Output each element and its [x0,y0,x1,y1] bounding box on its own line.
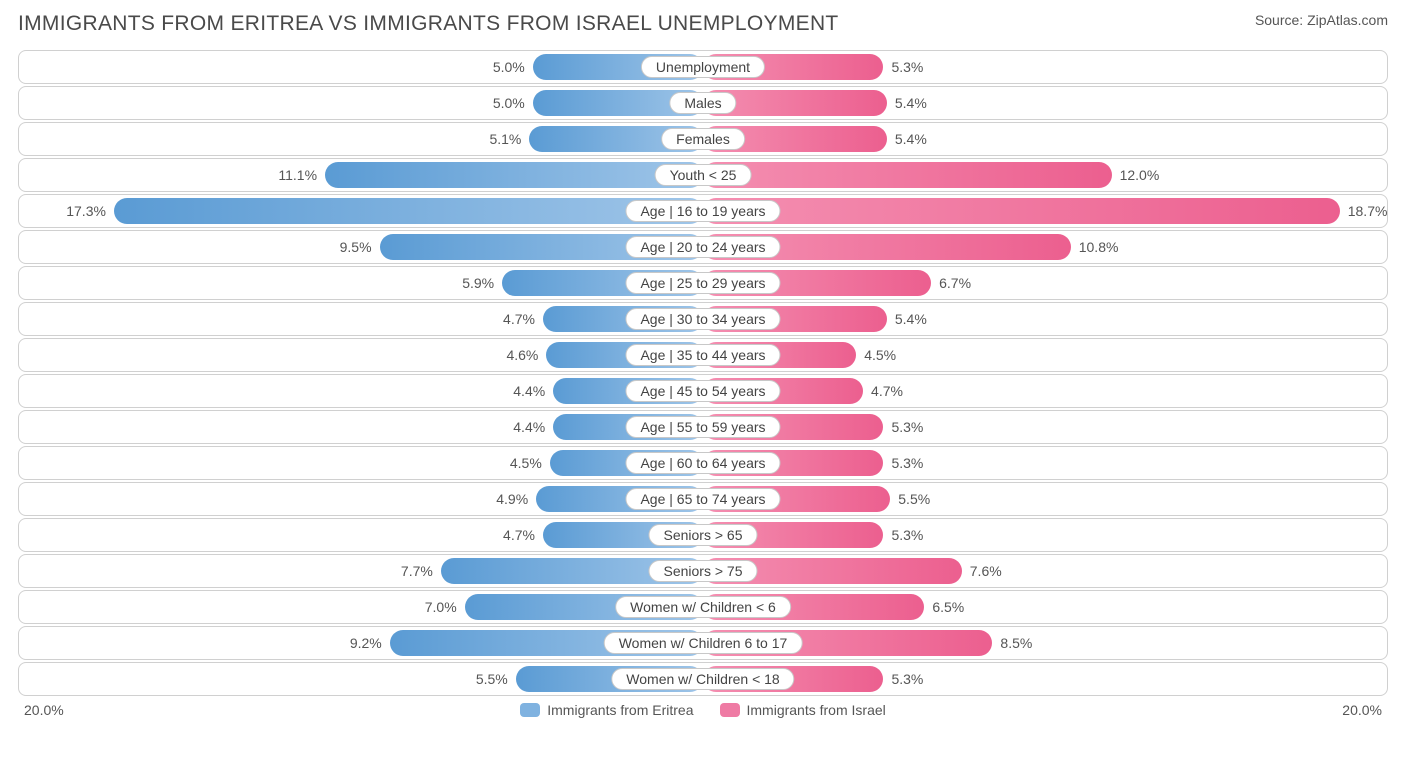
chart-row: 4.9% 5.5% Age | 65 to 74 years [18,482,1388,516]
value-label-right: 5.3% [891,671,923,687]
value-label-right: 12.0% [1120,167,1160,183]
category-label: Age | 65 to 74 years [625,488,780,510]
value-label-left: 4.7% [503,527,535,543]
value-label-right: 5.3% [891,527,923,543]
chart-row: 4.4% 5.3% Age | 55 to 59 years [18,410,1388,444]
chart-row: 7.7% 7.6% Seniors > 75 [18,554,1388,588]
category-label: Age | 25 to 29 years [625,272,780,294]
category-label: Age | 16 to 19 years [625,200,780,222]
value-label-left: 4.4% [513,419,545,435]
value-label-left: 4.5% [510,455,542,471]
value-label-left: 5.1% [489,131,521,147]
chart-row: 4.7% 5.3% Seniors > 65 [18,518,1388,552]
chart-row: 4.6% 4.5% Age | 35 to 44 years [18,338,1388,372]
value-label-right: 5.5% [898,491,930,507]
category-label: Women w/ Children < 6 [615,596,791,618]
value-label-left: 4.6% [506,347,538,363]
value-label-left: 7.0% [425,599,457,615]
chart-title: IMMIGRANTS FROM ERITREA VS IMMIGRANTS FR… [18,12,839,36]
value-label-left: 17.3% [66,203,106,219]
value-label-right: 10.8% [1079,239,1119,255]
value-label-right: 6.7% [939,275,971,291]
chart-row: 5.1% 5.4% Females [18,122,1388,156]
source-name: ZipAtlas.com [1307,12,1388,28]
category-label: Males [669,92,736,114]
value-label-right: 8.5% [1000,635,1032,651]
category-label: Women w/ Children 6 to 17 [604,632,803,654]
value-label-right: 5.4% [895,95,927,111]
legend: Immigrants from Eritrea Immigrants from … [520,702,886,718]
chart-row: 9.5% 10.8% Age | 20 to 24 years [18,230,1388,264]
value-label-right: 5.3% [891,59,923,75]
value-label-left: 11.1% [278,167,317,183]
chart-row: 5.0% 5.4% Males [18,86,1388,120]
category-label: Seniors > 65 [649,524,758,546]
chart-row: 5.5% 5.3% Women w/ Children < 18 [18,662,1388,696]
chart-row: 11.1% 12.0% Youth < 25 [18,158,1388,192]
value-label-left: 5.5% [476,671,508,687]
value-label-right: 5.4% [895,311,927,327]
chart-row: 4.4% 4.7% Age | 45 to 54 years [18,374,1388,408]
category-label: Women w/ Children < 18 [611,668,794,690]
chart-row: 9.2% 8.5% Women w/ Children 6 to 17 [18,626,1388,660]
chart-row: 7.0% 6.5% Women w/ Children < 6 [18,590,1388,624]
axis-right-max: 20.0% [1342,702,1382,718]
diverging-bar-chart: 5.0% 5.3% Unemployment 5.0% 5.4% Males 5.1% 5.4… [18,50,1388,696]
header: IMMIGRANTS FROM ERITREA VS IMMIGRANTS FR… [18,12,1388,36]
legend-label-right: Immigrants from Israel [747,702,886,718]
category-label: Age | 55 to 59 years [625,416,780,438]
legend-label-left: Immigrants from Eritrea [547,702,693,718]
source-attribution: Source: ZipAtlas.com [1255,12,1388,28]
legend-swatch-right [720,703,740,717]
legend-item-right: Immigrants from Israel [720,702,886,718]
value-label-left: 4.4% [513,383,545,399]
value-label-left: 5.0% [493,59,525,75]
category-label: Females [661,128,745,150]
value-label-left: 5.0% [493,95,525,111]
bar-left [325,162,703,188]
category-label: Age | 20 to 24 years [625,236,780,258]
value-label-right: 4.7% [871,383,903,399]
value-label-left: 4.9% [496,491,528,507]
category-label: Age | 60 to 64 years [625,452,780,474]
value-label-right: 6.5% [932,599,964,615]
value-label-right: 5.3% [891,419,923,435]
value-label-left: 7.7% [401,563,433,579]
value-label-right: 18.7% [1348,203,1388,219]
chart-row: 5.9% 6.7% Age | 25 to 29 years [18,266,1388,300]
chart-row: 4.7% 5.4% Age | 30 to 34 years [18,302,1388,336]
value-label-right: 5.4% [895,131,927,147]
value-label-left: 9.2% [350,635,382,651]
category-label: Age | 30 to 34 years [625,308,780,330]
legend-swatch-left [520,703,540,717]
category-label: Youth < 25 [655,164,752,186]
category-label: Unemployment [641,56,765,78]
chart-row: 4.5% 5.3% Age | 60 to 64 years [18,446,1388,480]
bar-left [114,198,703,224]
legend-item-left: Immigrants from Eritrea [520,702,693,718]
value-label-left: 5.9% [462,275,494,291]
value-label-right: 4.5% [864,347,896,363]
category-label: Seniors > 75 [649,560,758,582]
value-label-left: 9.5% [340,239,372,255]
value-label-right: 5.3% [891,455,923,471]
axis-row: 20.0% Immigrants from Eritrea Immigrants… [18,698,1388,730]
source-prefix: Source: [1255,12,1307,28]
chart-row: 17.3% 18.7% Age | 16 to 19 years [18,194,1388,228]
value-label-left: 4.7% [503,311,535,327]
chart-container: IMMIGRANTS FROM ERITREA VS IMMIGRANTS FR… [0,0,1406,738]
bar-right [703,198,1340,224]
category-label: Age | 35 to 44 years [625,344,780,366]
chart-row: 5.0% 5.3% Unemployment [18,50,1388,84]
category-label: Age | 45 to 54 years [625,380,780,402]
axis-left-max: 20.0% [24,702,64,718]
value-label-right: 7.6% [970,563,1002,579]
bar-right [703,162,1112,188]
